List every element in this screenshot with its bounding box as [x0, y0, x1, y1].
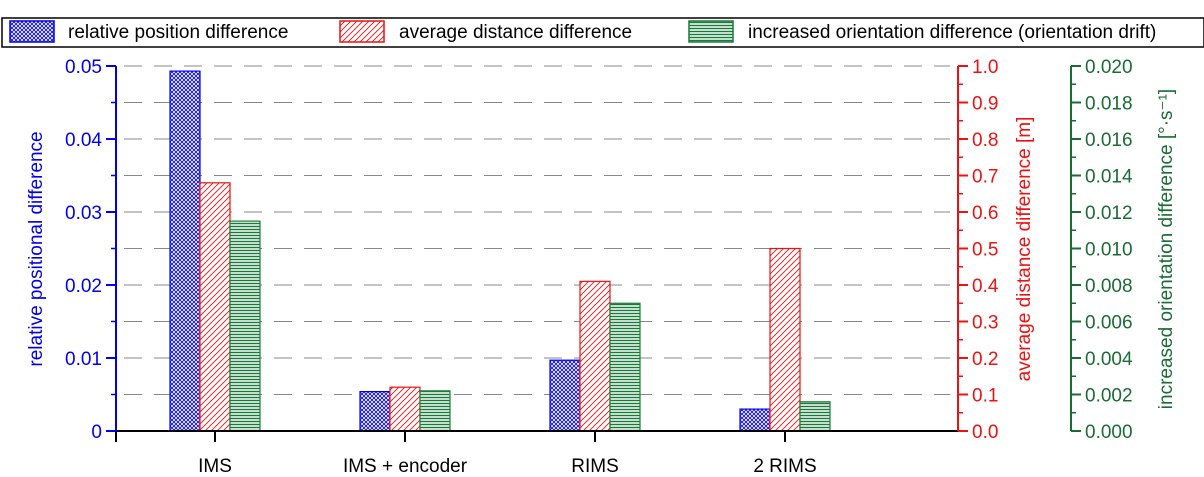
right1-tick-label: 0.9: [972, 94, 998, 115]
grid: [124, 65, 950, 395]
legend-frame: [1, 17, 1204, 48]
right1-tick-label: 0.0: [972, 422, 998, 443]
right2-tick-label: 0.018: [1085, 94, 1133, 115]
left-tick-label: 0.04: [65, 130, 102, 151]
legend-swatch-relative-position: [9, 20, 55, 43]
right-axis-distance-title: average distance difference [m]: [1014, 117, 1035, 382]
legend-label-orientation-drift: increased orientation difference (orient…: [748, 22, 1156, 43]
bar-relative-4: [739, 408, 771, 432]
legend-label-relative-position: relative position difference: [68, 22, 288, 43]
right2-tick-label: 0.008: [1085, 276, 1133, 297]
bar-relative-3: [549, 359, 581, 432]
bar-average-3: [579, 280, 611, 432]
right-axis-orientation: 0.000 0.002 0.004 0.006 0.008 0.010 0.012 0.014…: [1070, 57, 1177, 443]
category-label: 2 RIMS: [753, 456, 816, 477]
right1-tick-label: 0.5: [972, 240, 998, 261]
right1-tick-label: 1.0: [972, 57, 998, 78]
bar-increased-3: [609, 302, 641, 432]
x-axis: IMS IMS + encoder RIMS 2 RIMS: [115, 430, 958, 477]
right1-tick-label: 0.1: [972, 386, 998, 407]
bar-increased-4: [799, 401, 831, 432]
right2-tick-label: 0.012: [1085, 203, 1133, 224]
bar-increased-2: [419, 390, 451, 432]
legend-label-average-distance: average distance difference: [399, 22, 632, 43]
right2-tick-label: 0.014: [1085, 167, 1133, 188]
bar-average-2: [389, 386, 421, 432]
right1-tick-label: 0.2: [972, 349, 998, 370]
legend: relative position difference average dis…: [1, 17, 1204, 48]
left-axis-title: relative positional difference: [26, 131, 47, 366]
right2-tick-label: 0.020: [1085, 57, 1133, 78]
right1-tick-label: 0.8: [972, 130, 998, 151]
bars: [169, 70, 831, 432]
left-axis: 0 0.01 0.02 0.03 0.04 0.05 relative positiona…: [26, 57, 117, 443]
right-axis-distance: 0.0 0.1 0.2 0.3 0.4 0.5 0.6 0.7 0.8 0.9 1.0 averag…: [957, 57, 1035, 443]
left-tick-label: 0.03: [65, 203, 102, 224]
right1-tick-label: 0.4: [972, 276, 999, 297]
right2-tick-label: 0.016: [1085, 130, 1133, 151]
right2-tick-label: 0.010: [1085, 240, 1133, 261]
bar-increased-1: [229, 220, 261, 432]
bar-average-4: [769, 247, 801, 432]
right1-tick-label: 0.3: [972, 313, 998, 334]
left-tick-label: 0.02: [65, 276, 102, 297]
legend-swatch-average-distance: [339, 20, 385, 43]
right2-tick-label: 0.000: [1085, 422, 1133, 443]
left-tick-label: 0: [91, 422, 102, 443]
legend-swatch-orientation-drift: [688, 20, 734, 43]
category-label: RIMS: [571, 456, 619, 477]
bar-relative-2: [359, 390, 391, 432]
category-label: IMS: [198, 456, 232, 477]
right2-tick-label: 0.004: [1085, 349, 1133, 370]
right-axis-orientation-title: increased orientation difference [°·s⁻¹]: [1156, 89, 1177, 409]
right2-tick-label: 0.002: [1085, 386, 1133, 407]
right1-tick-label: 0.6: [972, 203, 998, 224]
category-label: IMS + encoder: [343, 456, 468, 477]
right1-tick-label: 0.7: [972, 167, 998, 188]
bar-average-1: [199, 182, 231, 432]
right2-tick-label: 0.006: [1085, 313, 1133, 334]
bar-relative-1: [169, 70, 201, 432]
left-tick-label: 0.05: [65, 57, 102, 78]
left-tick-label: 0.01: [65, 349, 102, 370]
